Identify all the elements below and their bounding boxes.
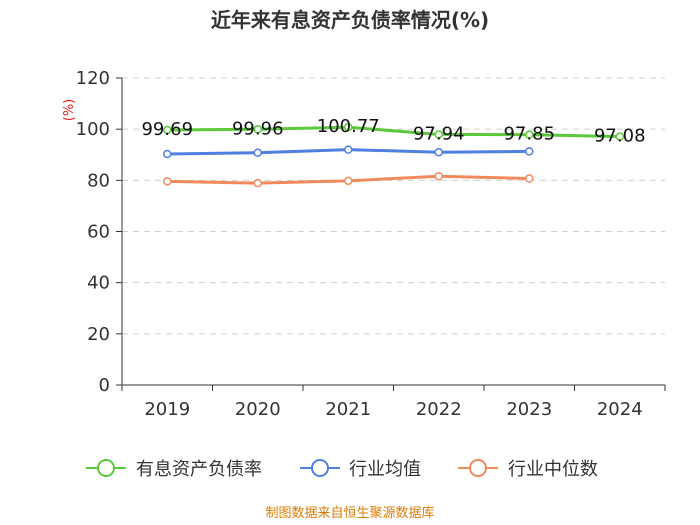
- series-2-point-2023: [525, 174, 534, 183]
- series-1-point-2021: [344, 145, 353, 154]
- series-0-point-2019: [163, 125, 172, 135]
- series-0-point-2023: [525, 130, 534, 139]
- y-tick-label: 40: [87, 273, 110, 294]
- series-0-point-2021: [344, 122, 353, 132]
- series-2-point-2021: [344, 176, 353, 186]
- legend-item-1[interactable]: 行业均值: [300, 459, 421, 480]
- series-2-point-2019: [163, 177, 172, 186]
- data-label-2023: 97.85: [503, 124, 555, 145]
- data-label-2022: 97.94: [413, 123, 465, 144]
- series-1-point-2020: [253, 148, 262, 157]
- legend-marker-icon: [469, 459, 487, 477]
- axes: 0 20 40 60 80 100 120 2019 2020 2021 2022 2023 2024: [76, 68, 666, 420]
- x-tick-label-2024: 2024: [597, 399, 643, 420]
- series-2-point-2020: [253, 178, 262, 188]
- data-labels: 99.69 99.96 100.77 97.94 97.85 97.08: [141, 116, 645, 146]
- y-tick-label: 100: [76, 119, 110, 140]
- y-tick-label: 20: [87, 324, 110, 345]
- y-tick-label: 120: [76, 68, 110, 89]
- legend-item-2[interactable]: 行业中位数: [458, 459, 598, 480]
- legend-marker-icon: [97, 459, 115, 477]
- x-tick-label-2021: 2021: [325, 399, 371, 420]
- x-tick-label-2023: 2023: [506, 399, 552, 420]
- chart-title: 近年来有息资产负债率情况(%): [211, 8, 489, 32]
- series-1-point-2019: [163, 149, 172, 159]
- series-lines: [163, 122, 624, 188]
- source-note: 制图数据来自恒生聚源数据库: [265, 505, 434, 521]
- data-label-2020: 99.96: [232, 118, 284, 139]
- data-label-2024: 97.08: [594, 126, 646, 147]
- x-tick-label-2020: 2020: [235, 399, 281, 420]
- series-1-point-2022: [434, 147, 443, 157]
- x-tick-label-2019: 2019: [144, 399, 190, 420]
- legend-label: 行业中位数: [508, 459, 598, 480]
- legend-label: 行业均值: [349, 459, 421, 480]
- data-label-2019: 99.69: [141, 119, 193, 140]
- y-tick-label: 60: [87, 222, 110, 243]
- x-tick-label-2022: 2022: [416, 399, 462, 420]
- series-0-point-2022: [434, 130, 443, 139]
- legend-marker-icon: [311, 459, 329, 477]
- y-axis-unit: (%): [62, 99, 77, 122]
- y-tick-label: 80: [87, 170, 110, 191]
- grid-lines: [122, 77, 665, 335]
- legend-item-0[interactable]: 有息资产负债率: [86, 459, 262, 480]
- legend-label: 有息资产负债率: [136, 459, 262, 480]
- series-1-point-2023: [525, 147, 534, 156]
- series-0-point-2020: [253, 125, 262, 134]
- series-2-point-2022: [434, 171, 443, 181]
- series-0-point-2024: [615, 132, 624, 141]
- legend: 有息资产负债率 行业均值 行业中位数: [86, 459, 598, 480]
- series-line-0: [167, 125, 620, 139]
- y-tick-label: 0: [99, 375, 110, 396]
- data-label-2021: 100.77: [317, 116, 380, 137]
